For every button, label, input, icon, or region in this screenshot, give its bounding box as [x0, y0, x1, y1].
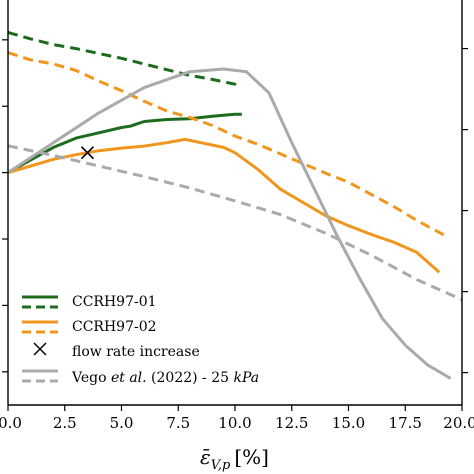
x-ticks: 0.0 2.5 5.0 7.5 10.0 12.5 15.0 17.5 20.0: [0, 405, 474, 432]
x-tick-label-0: 0.0: [0, 414, 22, 432]
series-line-2-dashed: [8, 30, 241, 89]
legend-label-ccrh97-01: CCRH97-01: [72, 294, 157, 310]
x-axis-label: ε̄V,p [%]: [200, 445, 269, 473]
legend-label-ccrh97-02: CCRH97-02: [72, 319, 157, 335]
x-tick-label-8: 20.0: [443, 414, 474, 432]
legend-label-flow-rate: flow rate increase: [72, 344, 200, 360]
series-line-5-solid: [8, 67, 452, 380]
x-tick-label-4: 10.0: [218, 414, 251, 432]
flow-rate-marker: [80, 146, 95, 160]
legend-label-vego: Vego et al. (2022) - 25 kPa: [71, 370, 259, 386]
x-tick-label-1: 2.5: [53, 414, 77, 432]
flow-marker-stroke-1: [80, 146, 95, 160]
series-line-6-dashed: [8, 144, 462, 302]
series-layer: [8, 30, 462, 380]
legend: CCRH97-01 CCRH97-02 flow rate increase V…: [22, 294, 259, 386]
x-tick-label-6: 15.0: [332, 414, 365, 432]
series-line-1-solid: [8, 112, 242, 174]
legend-x-marker-icon: [33, 342, 47, 356]
x-tick-label-2: 5.0: [110, 414, 134, 432]
x-tick-label-7: 17.5: [389, 414, 422, 432]
left-ticks: [2, 39, 8, 373]
x-tick-label-3: 7.5: [166, 414, 190, 432]
series-line-3-solid: [8, 137, 441, 274]
series-line-4-dashed: [8, 51, 445, 237]
right-ticks: [462, 47, 468, 374]
x-tick-label-5: 12.5: [275, 414, 308, 432]
